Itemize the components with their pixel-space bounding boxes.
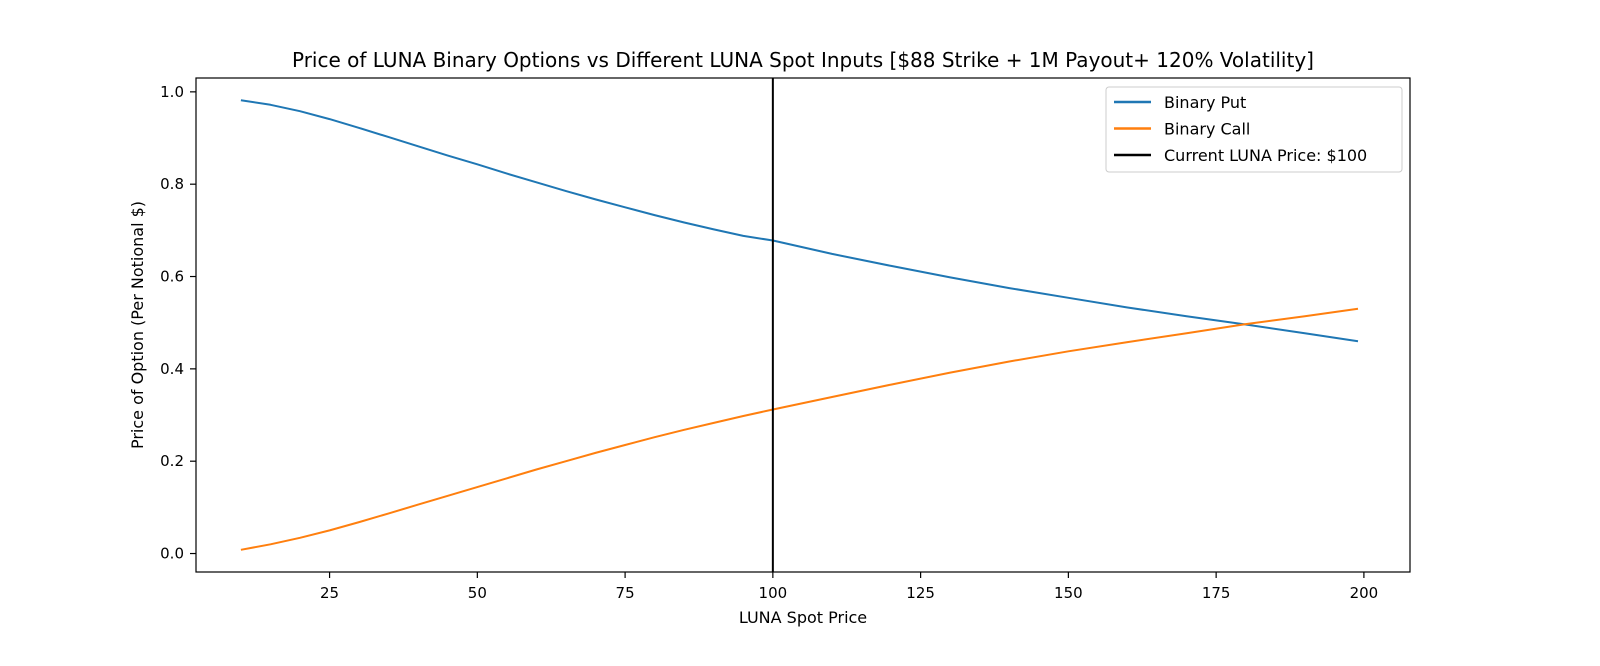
- x-tick-label: 150: [1054, 584, 1083, 602]
- x-tick-label: 25: [320, 584, 339, 602]
- x-axis-ticks: 25 50 75 100 125 150 175 200: [320, 572, 1378, 602]
- x-tick-label: 50: [468, 584, 487, 602]
- y-tick-label: 0.4: [160, 360, 184, 378]
- legend-items: Binary Put Binary Call Current LUNA Price:…: [1114, 93, 1367, 165]
- x-tick-label: 125: [906, 584, 935, 602]
- plot-area-frame: [195, 77, 1411, 573]
- y-tick-label: 0.2: [160, 452, 184, 470]
- x-tick-label: 75: [616, 584, 635, 602]
- x-axis-label: LUNA Spot Price: [739, 608, 867, 627]
- y-axis-ticks: 0.0 0.2 0.4 0.6 0.8 1.0: [160, 83, 196, 563]
- legend: Binary Put Binary Call Current LUNA Price:…: [1105, 86, 1403, 173]
- chart-title: Price of LUNA Binary Options vs Differen…: [292, 48, 1314, 72]
- legend-label-binary-call: Binary Call: [1164, 120, 1250, 139]
- legend-box: [1105, 86, 1403, 173]
- legend-label-binary-put: Binary Put: [1164, 93, 1246, 112]
- y-tick-label: 0.6: [160, 268, 184, 286]
- series-line-binary-put: [240, 99, 1359, 343]
- series-layer: [240, 99, 1359, 551]
- legend-label-current-luna-price-100: Current LUNA Price: $100: [1164, 146, 1367, 165]
- x-tick-label: 175: [1202, 584, 1231, 602]
- y-tick-label: 0.0: [160, 545, 184, 563]
- x-tick-label: 100: [759, 584, 788, 602]
- series-line-binary-call: [240, 307, 1359, 551]
- y-axis-label: Price of Option (Per Notional $): [128, 201, 147, 449]
- y-tick-label: 1.0: [160, 83, 184, 101]
- x-tick-label: 200: [1350, 584, 1379, 602]
- y-tick-label: 0.8: [160, 175, 184, 193]
